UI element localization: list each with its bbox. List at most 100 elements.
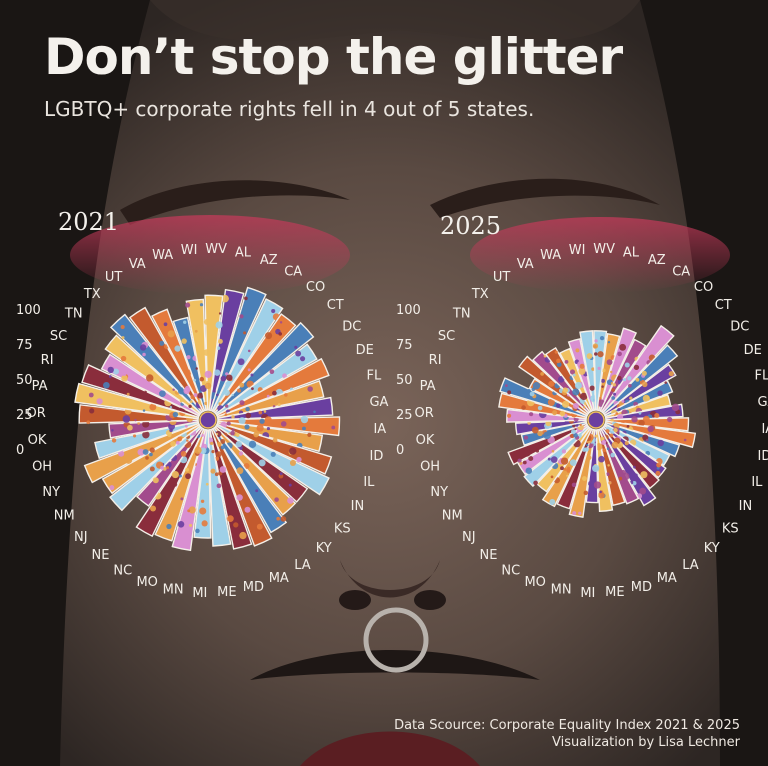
left-eyebrow <box>120 180 350 225</box>
source-note: Data Scource: Corporate Equality Index 2… <box>394 717 740 751</box>
state-label: TN <box>452 306 471 321</box>
radial-tick-label: 100 <box>16 303 41 318</box>
state-label: VA <box>517 257 534 272</box>
glitter-sparkles <box>564 359 588 401</box>
radial-bar-IL <box>216 422 333 475</box>
radial-bar-MI <box>193 429 212 539</box>
radial-bar-DC <box>215 343 318 417</box>
radial-bar-AL <box>596 332 621 412</box>
state-label: PA <box>420 379 436 394</box>
radial-bar-AL <box>208 288 245 412</box>
state-label: NY <box>430 485 448 500</box>
state-label: WI <box>181 243 198 258</box>
glitter-sparkles <box>120 324 193 404</box>
glitter-sparkles <box>227 430 297 466</box>
radial-bar-SC <box>100 353 201 417</box>
radial-tick-label: 25 <box>16 408 33 423</box>
radial-tick-label: 75 <box>16 338 33 353</box>
glitter-sparkles <box>238 415 336 431</box>
state-label: NE <box>479 548 497 563</box>
state-label: MD <box>243 580 264 595</box>
radial-bar-DE <box>215 357 330 418</box>
state-label: MA <box>657 571 677 586</box>
state-label: NM <box>54 508 75 523</box>
glitter-sparkles <box>505 384 561 408</box>
radial-bar-OK <box>108 419 199 439</box>
radial-tick-label: 0 <box>396 443 404 458</box>
state-label: AL <box>235 246 252 261</box>
radial-tick-label: 0 <box>16 443 24 458</box>
state-label: GA <box>369 395 388 410</box>
state-label: KY <box>316 541 332 556</box>
state-label: ME <box>217 585 236 600</box>
state-label: WA <box>152 248 173 263</box>
glitter-sparkles <box>225 308 280 387</box>
state-label: CO <box>694 280 713 295</box>
radial-bar-CO <box>212 313 297 414</box>
state-label: IA <box>761 422 768 437</box>
state-label: DC <box>342 320 361 335</box>
glitter-sparkles <box>218 321 283 406</box>
state-label: MI <box>192 586 207 601</box>
state-label: DE <box>744 343 762 358</box>
radial-bar-UT <box>128 306 205 413</box>
credit-text: Visualization by Lisa Lechner <box>551 735 740 750</box>
chart-center <box>199 411 217 429</box>
state-label: PA <box>32 379 48 394</box>
state-label: OH <box>32 459 52 474</box>
state-label: SC <box>50 329 67 344</box>
radial-bar-AZ <box>598 327 638 412</box>
state-label: IN <box>739 499 753 514</box>
state-label: KS <box>334 522 351 537</box>
glitter-sparkles <box>543 354 586 409</box>
state-label: SC <box>438 329 455 344</box>
state-label: MD <box>631 580 652 595</box>
state-label: VA <box>129 257 146 272</box>
glitter-sparkles <box>519 433 578 475</box>
state-label: CA <box>672 265 690 280</box>
state-label: IN <box>351 499 365 514</box>
nose-ring <box>363 607 429 673</box>
radial-bar-MA <box>598 427 640 505</box>
year-label-2025: 2025 <box>440 212 502 240</box>
radial-bar-IN <box>215 423 330 496</box>
state-label: IA <box>373 422 386 437</box>
state-label: IL <box>751 475 763 490</box>
state-label: UT <box>493 270 511 285</box>
state-label: RI <box>41 353 54 368</box>
radial-bar-MD <box>209 428 253 550</box>
state-label: ME <box>605 585 624 600</box>
radial-bar-LA <box>211 427 288 534</box>
state-label: OK <box>28 433 47 448</box>
radial-bar-PA <box>74 382 200 420</box>
state-label: CT <box>715 298 732 313</box>
glitter-sparkles <box>203 312 223 390</box>
glitter-sparkles <box>605 441 630 484</box>
glitter-sparkles <box>611 381 668 416</box>
glitter-sparkles <box>610 415 673 428</box>
state-label: DC <box>730 320 749 335</box>
state-label: MI <box>580 586 595 601</box>
radial-bar-MA <box>210 427 273 547</box>
glitter-sparkles <box>523 423 582 440</box>
glitter-sparkles <box>226 442 294 504</box>
state-label: NM <box>442 508 463 523</box>
state-label: NY <box>42 485 60 500</box>
state-label: NJ <box>462 530 476 545</box>
state-label: ID <box>369 449 383 464</box>
radial-bar-KY <box>213 425 297 516</box>
state-label: DE <box>356 343 374 358</box>
radial-bar-NJ <box>523 425 591 488</box>
glitter-sparkles <box>611 353 639 392</box>
state-label: FL <box>367 369 382 384</box>
state-label: CA <box>284 265 302 280</box>
radial-tick-label: 50 <box>396 373 413 388</box>
state-label: LA <box>682 558 699 573</box>
state-label: AL <box>623 246 640 261</box>
state-label: MO <box>136 575 157 590</box>
state-label: AZ <box>648 253 666 268</box>
chart-title: Don’t stop the glitter <box>44 28 623 86</box>
glitter-sparkles <box>214 451 247 540</box>
state-label: OR <box>415 406 434 421</box>
